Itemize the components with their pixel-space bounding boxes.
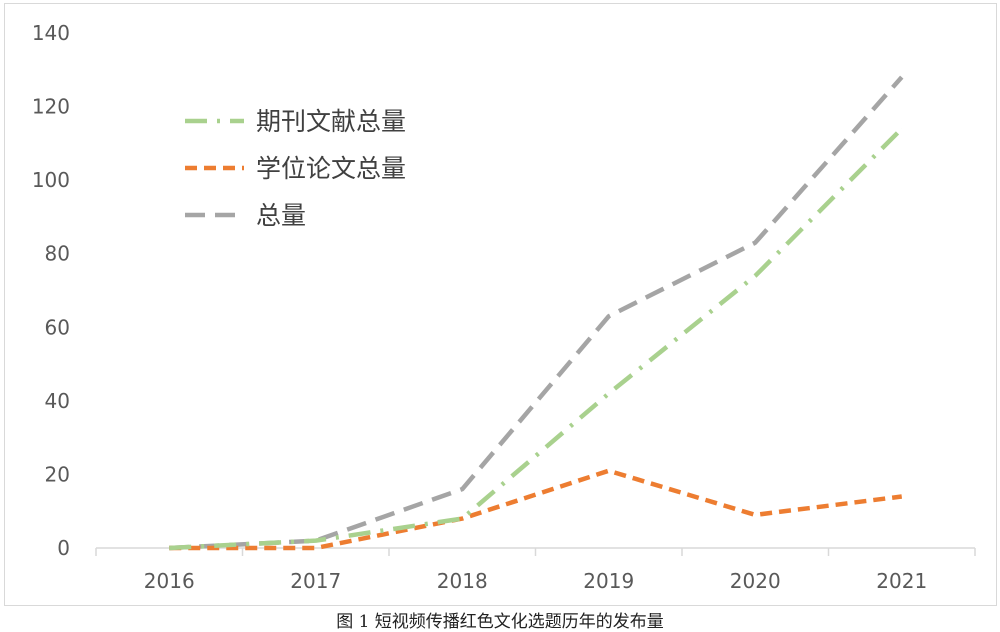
legend-label: 学位论文总量 <box>256 154 406 183</box>
x-tick-label: 2021 <box>876 569 927 593</box>
series-layer <box>169 75 904 551</box>
x-tick-label: 2018 <box>437 569 488 593</box>
legend-label: 总量 <box>256 201 306 230</box>
x-tick-label: 2017 <box>290 569 341 593</box>
line-chart: 2016 2017 2018 2019 2020 2021 0 20 40 60 80 100 120 1… <box>32 21 976 593</box>
figure-caption: 图 1 短视频传播红色文化选题历年的发布量 <box>336 612 664 632</box>
x-tick-label: 2019 <box>583 569 634 593</box>
x-tick-label: 2020 <box>730 569 781 593</box>
y-tick-label: 0 <box>57 536 70 560</box>
y-tick-label: 60 <box>45 315 70 339</box>
chart-frame <box>4 3 997 606</box>
x-tick-label: 2016 <box>144 569 195 593</box>
y-tick-label: 100 <box>32 168 70 192</box>
series-line <box>169 75 904 551</box>
y-tick-label: 80 <box>45 242 70 266</box>
y-tick-label: 140 <box>32 21 70 45</box>
y-tick-label: 120 <box>32 95 70 119</box>
legend-label: 期刊文献总量 <box>256 107 406 136</box>
y-tick-label: 20 <box>45 462 70 486</box>
series-line <box>169 127 904 551</box>
series-line <box>169 468 903 551</box>
axis-layer: 2016 2017 2018 2019 2020 2021 0 20 40 60 80 100 120 1… <box>32 21 976 593</box>
y-tick-label: 40 <box>45 389 70 413</box>
